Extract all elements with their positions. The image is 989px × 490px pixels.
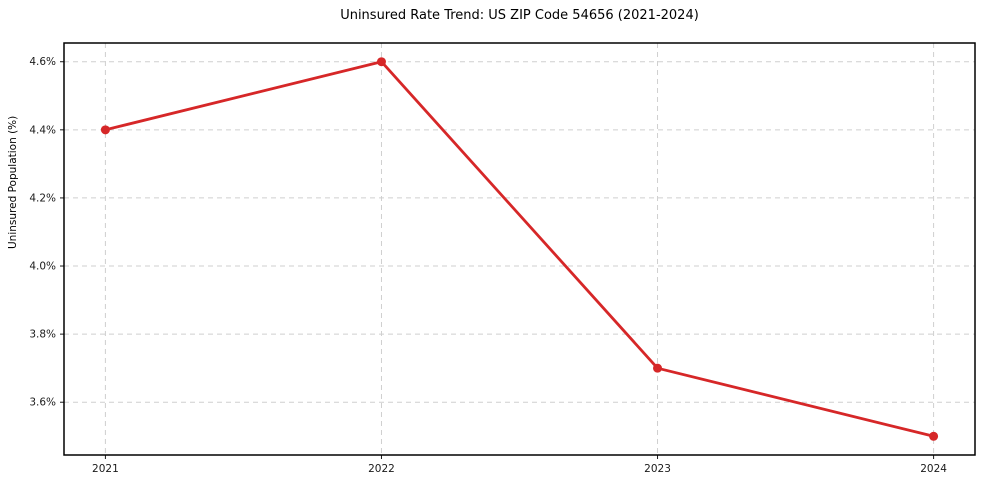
x-tick-label: 2023 bbox=[644, 463, 671, 475]
data-point bbox=[376, 57, 386, 67]
y-tick-label: 3.8% bbox=[29, 329, 56, 341]
chart-title: Uninsured Rate Trend: US ZIP Code 54656 … bbox=[340, 8, 699, 23]
y-tick-label: 4.6% bbox=[29, 56, 56, 68]
x-tick-label: 2022 bbox=[368, 463, 395, 475]
data-point bbox=[100, 125, 110, 135]
y-tick-label: 4.2% bbox=[29, 192, 56, 204]
x-tick-label: 2024 bbox=[920, 463, 947, 475]
y-tick-label: 3.6% bbox=[29, 397, 56, 409]
y-tick-label: 4.0% bbox=[29, 261, 56, 273]
axes-spines bbox=[63, 42, 976, 456]
x-tick-label: 2021 bbox=[92, 463, 119, 475]
data-point bbox=[653, 363, 663, 373]
trend-line bbox=[104, 60, 935, 438]
y-tick-label: 4.4% bbox=[29, 124, 56, 136]
data-point bbox=[929, 431, 939, 441]
